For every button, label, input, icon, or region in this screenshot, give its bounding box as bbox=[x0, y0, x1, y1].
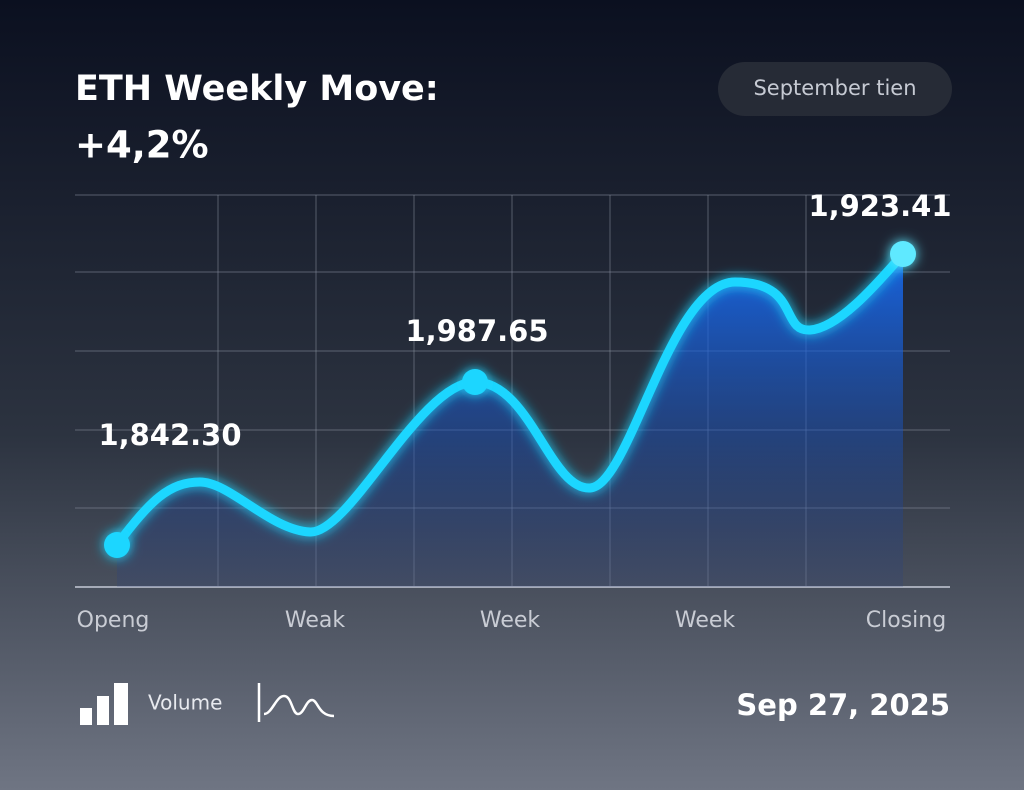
subtitle: +4,2% bbox=[75, 124, 209, 167]
x-tick-label: Weak bbox=[285, 608, 345, 633]
x-tick-label: Closing bbox=[866, 608, 946, 633]
data-label: 1,923.41 bbox=[808, 189, 951, 223]
x-tick-label: Openg bbox=[77, 608, 150, 633]
title: ETH Weekly Move: bbox=[75, 69, 439, 109]
badge[interactable] bbox=[718, 62, 952, 116]
area bbox=[117, 254, 903, 587]
point bbox=[890, 241, 916, 267]
point bbox=[104, 532, 130, 558]
data-label: 1,842.30 bbox=[98, 418, 241, 452]
volume-icon bbox=[80, 683, 128, 725]
point bbox=[462, 369, 488, 395]
line-icon bbox=[257, 683, 335, 722]
legend-label: Volume bbox=[148, 691, 222, 715]
date: Sep 27, 2025 bbox=[736, 688, 950, 722]
x-tick-label: Week bbox=[480, 608, 541, 633]
badge-label[interactable]: September tien bbox=[753, 76, 916, 100]
data-label: 1,987.65 bbox=[405, 314, 548, 348]
line bbox=[112, 249, 908, 550]
x-tick-label: Week bbox=[675, 608, 736, 633]
